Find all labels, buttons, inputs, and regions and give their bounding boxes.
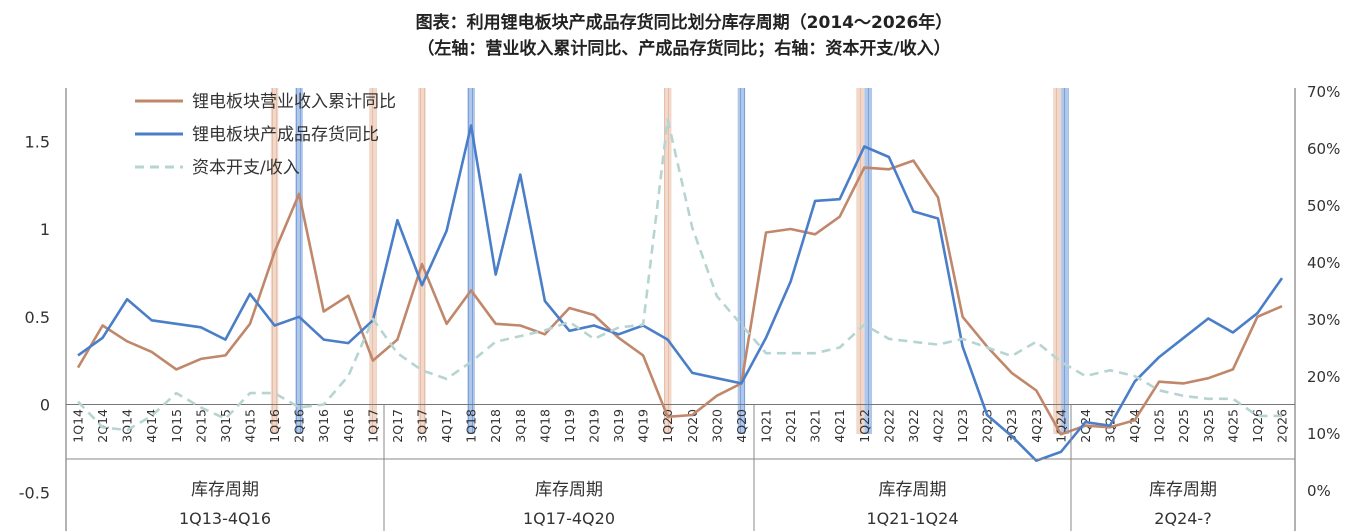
legend-label: 锂电板块营业收入累计同比 (192, 92, 396, 112)
x-tick-label: 4Q20 (734, 409, 749, 443)
x-tick-label: 3Q25 (1201, 409, 1216, 443)
right-tick-label: 40% (1307, 254, 1340, 272)
inventory-period-band (864, 88, 873, 434)
legend-label: 资本开支/收入 (192, 158, 300, 178)
cycle-group-period: 2Q24-? (1154, 509, 1211, 528)
x-tick-label: 2Q18 (488, 409, 503, 443)
x-tick-label: 4Q14 (144, 409, 159, 443)
x-tick-label: 1Q17 (365, 409, 380, 443)
x-tick-label: 4Q15 (243, 409, 258, 443)
revenue-period-band (856, 88, 865, 434)
x-tick-label: 4Q22 (931, 409, 946, 443)
series-line-2 (77, 124, 1284, 462)
x-tick-label: 3Q21 (808, 409, 823, 443)
series-line-3 (77, 118, 1282, 432)
x-tick-label: 1Q18 (464, 409, 479, 443)
x-tick-label: 1Q26 (1250, 409, 1265, 443)
right-tick-label: 20% (1307, 368, 1340, 386)
x-tick-label: 4Q19 (636, 409, 651, 443)
right-tick-label: 50% (1307, 197, 1340, 215)
cycle-group-period: 1Q17-4Q20 (523, 509, 615, 528)
legend-label: 锂电板块产成品存货同比 (192, 125, 379, 145)
inventory-period-band (467, 88, 475, 434)
x-tick-label: 3Q20 (709, 409, 724, 443)
x-tick-label: 4Q21 (832, 409, 847, 443)
series-line-1 (76, 159, 1283, 436)
chart-title: 图表：利用锂电板块产成品存货同比划分库存周期（2014～2026年） (416, 12, 953, 33)
x-tick-label: 4Q25 (1225, 409, 1240, 443)
x-tick-label: 1Q25 (1152, 409, 1167, 443)
right-tick-label: 70% (1307, 83, 1340, 101)
x-tick-label: 3Q17 (415, 409, 430, 443)
x-tick-label: 4Q16 (341, 409, 356, 443)
x-tick-label: 2Q16 (292, 409, 307, 443)
series-lines (76, 118, 1284, 462)
left-tick-label: 1.5 (25, 132, 50, 151)
x-tick-label: 1Q19 (562, 409, 577, 443)
x-tick-label: 3Q22 (906, 409, 921, 443)
x-tick-label: 1Q21 (759, 409, 774, 443)
x-tick-label: 2Q15 (193, 409, 208, 443)
x-tick-label: 1Q22 (857, 409, 872, 443)
revenue-period-band (369, 88, 377, 434)
revenue-period-band (663, 88, 672, 434)
x-tick-label: 2Q19 (587, 409, 602, 443)
x-tick-label: 2Q21 (783, 409, 798, 443)
x-tick-label: 2Q22 (881, 409, 896, 443)
right-tick-label: 0% (1307, 482, 1331, 500)
x-tick-label: 2Q25 (1176, 409, 1191, 443)
x-tick-label: 3Q14 (120, 409, 135, 443)
inventory-period-band (1061, 88, 1069, 434)
cycle-group-label: 库存周期 (1149, 480, 1217, 500)
cycle-groups: 库存周期 1Q13-4Q16 库存周期 1Q17-4Q20 库存周期 1Q21-1Q24 库… (66, 404, 1295, 531)
inventory-period-band (737, 88, 746, 434)
revenue-period-band (1053, 88, 1061, 434)
x-tick-label: 3Q16 (316, 409, 331, 443)
inventory-period-band (295, 88, 303, 434)
right-tick-label: 10% (1307, 425, 1340, 443)
x-tick-label: 4Q23 (1029, 409, 1044, 443)
left-tick-label: 0 (40, 396, 50, 415)
left-tick-label: 0.5 (25, 308, 50, 327)
cycle-group-label: 库存周期 (879, 480, 947, 500)
x-tick-label: 2Q17 (390, 409, 405, 443)
cycle-group-label: 库存周期 (191, 480, 259, 500)
x-tick-label: 1Q23 (955, 409, 970, 443)
left-tick-label: -0.5 (19, 483, 50, 502)
axes: -0.5 0 0.5 1 1.5 0% 10% 20% 30% 40% 50% 60% 70% 1Q14 2… (19, 83, 1340, 531)
shaded-periods (270, 88, 1069, 434)
revenue-period-band (418, 88, 426, 434)
left-tick-label: 1 (40, 220, 50, 239)
revenue-period-band (270, 88, 279, 434)
x-tick-label: 2Q26 (1275, 409, 1290, 443)
right-tick-label: 60% (1307, 140, 1340, 158)
chart-subtitle: （左轴：营业收入累计同比、产成品存货同比；右轴：资本开支/收入） (417, 38, 950, 59)
cycle-group-label: 库存周期 (535, 480, 603, 500)
cycle-group-period: 1Q13-4Q16 (179, 509, 271, 528)
x-tick-label: 4Q17 (439, 409, 454, 443)
x-tick-label: 1Q14 (71, 409, 86, 443)
x-tick-label: 3Q18 (513, 409, 528, 443)
x-tick-label: 3Q19 (611, 409, 626, 443)
x-tick-label: 4Q24 (1127, 409, 1142, 443)
x-tick-label: 4Q18 (537, 409, 552, 443)
right-tick-label: 30% (1307, 311, 1340, 329)
cycle-group-period: 1Q21-1Q24 (866, 509, 958, 528)
x-tick-label: 1Q15 (169, 409, 184, 443)
x-tick-label: 2Q20 (685, 409, 700, 443)
x-tick-label: 1Q16 (267, 409, 282, 443)
